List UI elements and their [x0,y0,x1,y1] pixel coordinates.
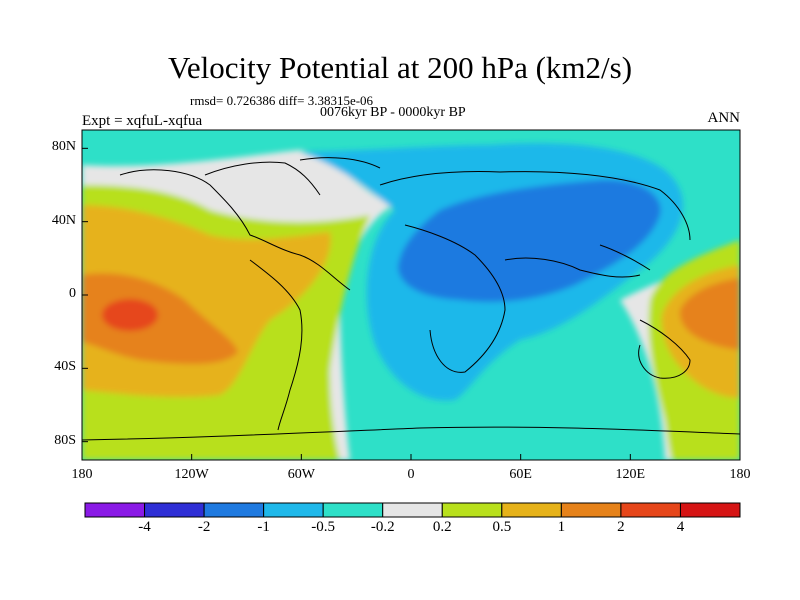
colorbar-label: 1 [557,519,566,535]
period-label: 0076kyr BP - 0000kyr BP [320,105,466,120]
colorbar-swatch [620,502,681,518]
colorbar-label: -0.5 [311,519,336,535]
colorbar-label: 0.5 [492,519,512,535]
lon-tick-label: 0 [407,467,415,482]
lat-tick-label: 80S [54,432,76,448]
colorbar-label: -0.2 [370,519,395,535]
experiment-label: Expt = xqfuL-xqfua [82,113,203,129]
colorbar-swatch [322,502,384,518]
colorbar-label: 2 [617,519,625,535]
contour-field [82,130,740,460]
colorbar-swatch [144,502,205,518]
colorbar-label: -1 [257,519,270,535]
lon-tick-label: 180 [729,467,751,482]
lon-tick-label: 180 [71,467,93,482]
colorbar-swatch [679,502,741,518]
chart-title: Velocity Potential at 200 hPa (km2/s) [167,50,633,85]
contour-blue-eastern [398,179,661,302]
colorbar-label: 4 [676,519,685,535]
colorbar-swatch [263,502,324,518]
colorbar-swatch [560,502,622,518]
lat-tick-label: 0 [69,286,76,301]
colorbar [84,502,741,518]
contour-red-pacific [102,299,158,331]
stats-line: rmsd= 0.726386 diff= 3.38315e-06 [190,93,374,108]
contour-orange-pacific [82,273,238,364]
colorbar-label: -2 [197,519,211,535]
lon-tick-label: 60W [287,467,315,482]
colorbar-label: -4 [138,519,151,535]
colorbar-swatch [501,502,562,518]
lat-tick-label: 40S [54,359,76,375]
lon-tick-label: 120W [174,467,209,482]
coastlines [82,157,740,441]
colorbar-swatch [441,502,503,518]
colorbar-swatch [203,502,265,518]
axis-ticks [81,147,741,460]
season-label: ANN [707,110,741,126]
colorbar-swatch [84,502,146,518]
lon-tick-label: 60E [509,467,532,482]
contour-orange-west-pacific [679,278,740,350]
colorbar-label: 0.2 [432,519,452,535]
lon-tick-label: 120E [615,467,646,482]
lat-tick-label: 40N [51,212,76,228]
colorbar-swatch [382,502,443,518]
lat-tick-label: 80N [51,139,76,155]
